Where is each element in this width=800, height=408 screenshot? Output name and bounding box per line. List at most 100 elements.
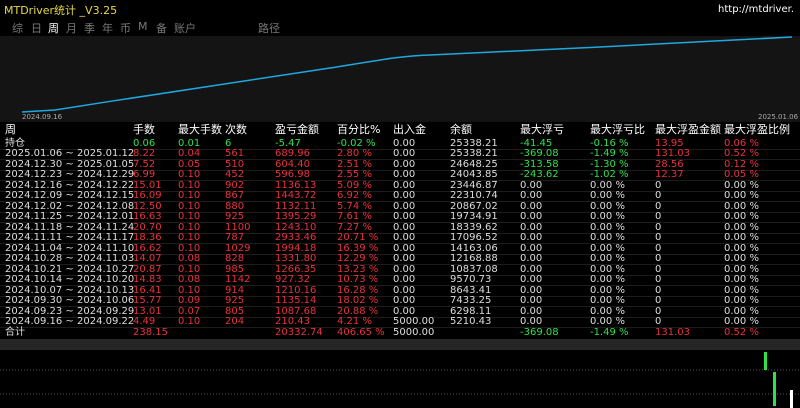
table-cell: -369.08 [520, 148, 559, 160]
row-label: 2024.12.16 ~ 2024.12.22 [5, 179, 135, 191]
row-label: 2024.11.11 ~ 2024.11.17 [5, 232, 135, 244]
table-cell: 0.00 % [590, 316, 625, 328]
tab[interactable]: 年 [102, 22, 113, 35]
table-cell: 23446.87 [450, 179, 498, 191]
table-cell: 0.00 [520, 179, 543, 191]
row-label: 2024.12.23 ~ 2024.12.29 [5, 169, 135, 181]
tab[interactable]: 月 [66, 22, 77, 35]
table-cell: 0.04 [178, 148, 201, 160]
table-cell: 0.00 % [724, 316, 759, 328]
table-cell: 925 [225, 295, 245, 307]
table-cell: 0.00 % [590, 232, 625, 244]
table-cell: 17096.52 [450, 232, 498, 244]
tab[interactable]: 备 [156, 22, 167, 35]
table-cell: 5.09 % [337, 179, 372, 191]
table-cell: 0.00 [393, 284, 416, 296]
row-label: 2024.12.09 ~ 2024.12.15 [5, 190, 135, 202]
tab[interactable]: 综 [12, 22, 23, 35]
table-cell: 7.52 [133, 158, 156, 170]
table-cell: 0.00 [520, 232, 543, 244]
table-cell: 0.00 % [590, 221, 625, 233]
tab[interactable]: 路径 [258, 22, 280, 35]
table-cell: 14.83 [133, 274, 162, 286]
table-cell: 902 [225, 179, 245, 191]
table-cell: -0.02 % [337, 137, 376, 149]
table-cell: 0.00 [520, 221, 543, 233]
row-label: 2024.11.25 ~ 2024.12.01 [5, 211, 135, 223]
table-cell: 9570.73 [450, 274, 492, 286]
table-cell: 0.00 % [724, 274, 759, 286]
table-cell: 0.52 % [724, 148, 759, 160]
table-cell: 4.21 % [337, 316, 372, 328]
table-cell: 0.00 [393, 274, 416, 286]
table-cell: 0.00 % [724, 221, 759, 233]
table-cell: 14163.06 [450, 242, 498, 254]
table-cell: 925 [225, 211, 245, 223]
row-separator [0, 211, 800, 213]
table-cell: 7433.25 [450, 295, 492, 307]
row-label: 2024.10.28 ~ 2024.11.03 [5, 253, 135, 265]
table-cell: 1443.72 [275, 190, 317, 202]
table-cell: 6.92 % [337, 190, 372, 202]
table-cell: 985 [225, 263, 245, 275]
tab[interactable]: 币 [120, 22, 131, 35]
table-cell: 16.62 [133, 242, 162, 254]
table-cell: 689.96 [275, 148, 310, 160]
table-cell: 13.01 [133, 305, 162, 317]
column-header: 盈亏金额 [275, 123, 319, 136]
row-separator [0, 232, 800, 234]
row-label: 2024.12.30 ~ 2025.01.05 [5, 158, 135, 170]
total-cell: 20332.74 [275, 326, 323, 338]
tab[interactable]: 周 [48, 22, 59, 35]
table-cell: 0.10 [178, 221, 201, 233]
chart-background [0, 36, 800, 122]
table-cell: -41.45 [520, 137, 553, 149]
table-cell: 510 [225, 158, 245, 170]
table-cell: 561 [225, 148, 245, 160]
table-cell: 0.00 % [724, 179, 759, 191]
panel-title: MTDriver统计 _V3.25 [4, 4, 118, 17]
table-cell: 0 [655, 284, 662, 296]
table-cell: 1087.68 [275, 305, 317, 317]
table-cell: 1243.10 [275, 221, 317, 233]
table-cell: 0.00 [393, 232, 416, 244]
table-cell: 2933.46 [275, 232, 317, 244]
column-header: 最大浮亏比 [590, 123, 645, 136]
panel-url[interactable]: http://mtdriver. [718, 4, 794, 15]
table-cell: 4.49 [133, 316, 156, 328]
table-cell: 12.50 [133, 200, 162, 212]
table-cell: 14.07 [133, 253, 162, 265]
table-cell: 20867.02 [450, 200, 498, 212]
table-cell: 6298.11 [450, 305, 492, 317]
row-label: 2024.10.21 ~ 2024.10.27 [5, 263, 135, 275]
row-separator [0, 190, 800, 192]
table-cell: 604.40 [275, 158, 310, 170]
row-label: 2024.09.30 ~ 2024.10.06 [5, 295, 135, 307]
row-separator [0, 222, 800, 224]
table-cell: 0.00 [393, 158, 416, 170]
table-cell: 0 [655, 242, 662, 254]
total-label: 合计 [5, 326, 25, 338]
table-cell: 2.51 % [337, 158, 372, 170]
table-cell: 16.41 [133, 284, 162, 296]
total-cell: 0.52 % [724, 326, 759, 338]
tab[interactable]: 日 [31, 22, 42, 35]
table-cell: 0 [655, 179, 662, 191]
row-separator [0, 327, 800, 329]
table-cell: 0.10 [178, 284, 201, 296]
row-separator [0, 285, 800, 287]
table-cell: 0.06 % [724, 137, 759, 149]
table-cell: 0 [655, 221, 662, 233]
table-cell: 0.08 [178, 274, 201, 286]
tab[interactable]: M [138, 20, 148, 33]
table-cell: 0.00 % [590, 211, 625, 223]
table-cell: 0.00 [520, 295, 543, 307]
total-cell: 406.65 % [337, 326, 385, 338]
row-separator [0, 264, 800, 266]
tab[interactable]: 账户 [174, 22, 196, 35]
table-cell: 6.99 [133, 169, 156, 181]
table-cell: 0 [655, 263, 662, 275]
table-cell: 24043.85 [450, 169, 498, 181]
tab[interactable]: 季 [84, 22, 95, 35]
table-cell: 20.70 [133, 221, 162, 233]
